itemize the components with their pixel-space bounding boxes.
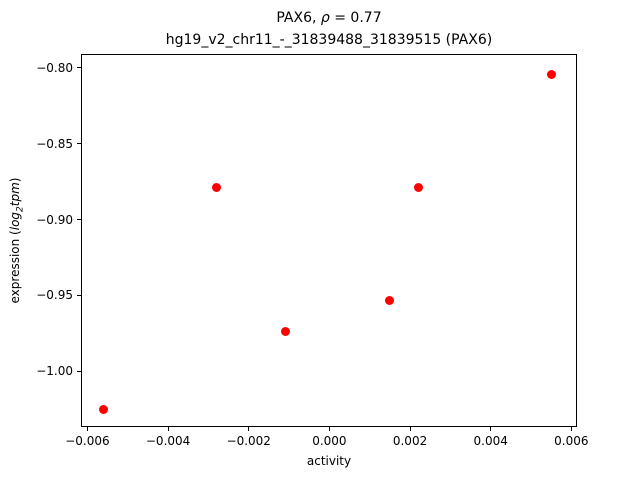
- y-label-tpm: tpm: [8, 182, 22, 207]
- y-tick: [77, 370, 81, 372]
- y-label-suffix: ): [8, 177, 22, 183]
- x-tick: [328, 427, 330, 431]
- scatter-point: [413, 183, 423, 193]
- plot-area: [81, 54, 577, 427]
- title-rho-symbol: ρ: [320, 10, 330, 26]
- x-tick-label: −0.004: [145, 434, 191, 448]
- x-tick-label: 0.004: [473, 434, 508, 448]
- chart-title: PAX6, ρ = 0.77 hg19_v2_chr11_-_31839488_…: [81, 7, 577, 51]
- scatter-point: [211, 183, 221, 193]
- x-tick: [490, 427, 492, 431]
- y-tick-label: −0.90: [36, 212, 73, 227]
- y-tick-label: −1.00: [36, 364, 73, 379]
- y-tick: [77, 67, 81, 69]
- x-tick-label: −0.006: [65, 434, 110, 448]
- x-tick-label: 0.002: [392, 434, 428, 448]
- y-tick-label: −0.95: [36, 288, 73, 303]
- x-tick: [248, 427, 250, 431]
- x-tick-label: 0.006: [554, 434, 589, 448]
- title-gene: PAX6,: [276, 10, 321, 26]
- x-tick: [409, 427, 411, 431]
- y-tick-label: −0.85: [36, 136, 73, 151]
- scatter-point: [546, 69, 556, 79]
- chart-title-line2: hg19_v2_chr11_-_31839488_31839515 (PAX6): [165, 32, 493, 48]
- y-tick: [77, 143, 81, 145]
- x-tick: [167, 427, 169, 431]
- scatter-point: [385, 295, 395, 305]
- y-tick: [77, 294, 81, 296]
- x-axis-label: activity: [306, 454, 352, 468]
- scatter-point: [280, 327, 290, 337]
- title-rho-value: = 0.77: [329, 10, 382, 26]
- y-label-sub2: 2: [15, 206, 26, 212]
- y-tick-label: −0.80: [36, 60, 73, 75]
- x-tick-label: 0.000: [312, 434, 347, 448]
- x-tick: [86, 427, 88, 431]
- x-tick-label: −0.002: [226, 434, 271, 448]
- chart-title-line1: PAX6, ρ = 0.77: [81, 7, 577, 29]
- x-tick: [570, 427, 572, 431]
- y-tick: [77, 219, 81, 221]
- scatter-point: [99, 404, 109, 414]
